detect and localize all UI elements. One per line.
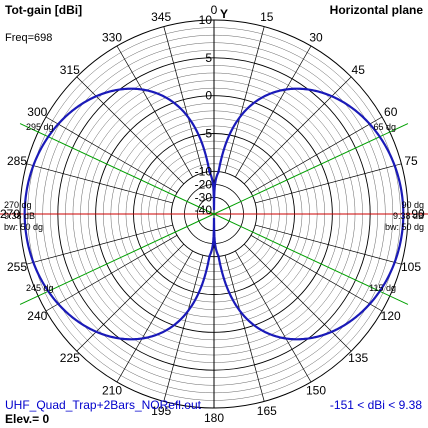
beamwidth-line-245: [19, 213, 215, 305]
angle-label-180: 180: [204, 411, 224, 425]
radial-tick-5: 5: [205, 51, 212, 65]
angle-label-75: 75: [404, 154, 418, 168]
angle-label-300: 300: [27, 105, 47, 119]
radial-tick-0: 0: [205, 89, 212, 103]
spoke-30: [235, 45, 312, 178]
angle-label-255: 255: [7, 260, 27, 274]
left-max-annotation-1: 9.38 dB: [4, 211, 35, 221]
spoke-75: [255, 163, 402, 204]
angle-label-0: 0: [211, 3, 218, 17]
angle-label-225: 225: [60, 351, 80, 365]
spoke-60: [250, 116, 383, 193]
angle-label-330: 330: [102, 30, 122, 44]
pattern-curve: [23, 87, 405, 341]
spoke-210: [116, 250, 193, 383]
angle-label-165: 165: [257, 404, 277, 418]
right-max-annotation-2: bw: 50 dg: [385, 222, 424, 232]
spoke-315: [76, 76, 185, 185]
beamwidth-label-0: 65 dg: [373, 122, 396, 132]
spoke-330: [116, 45, 193, 178]
angle-label-135: 135: [348, 351, 368, 365]
filename-label: UHF_Quad_Trap+2Bars_NORefl.out: [5, 398, 201, 412]
radial-tick--5: -5: [201, 127, 212, 141]
chart-title-left: Tot-gain [dBi]: [5, 3, 83, 17]
angle-label-240: 240: [27, 309, 47, 323]
radial-axis-label: Y: [220, 7, 228, 21]
angle-label-105: 105: [401, 260, 421, 274]
angle-label-90: 90: [411, 207, 425, 221]
radial-tick--40: -40: [195, 203, 213, 217]
spoke-120: [250, 235, 383, 312]
beamwidth-label-2: 245 dg: [26, 283, 54, 293]
chart-title-right: Horizontal plane: [329, 3, 423, 17]
spoke-150: [235, 250, 312, 383]
angle-label-345: 345: [151, 10, 171, 24]
angle-label-195: 195: [151, 404, 171, 418]
radial-tick-10: 10: [199, 13, 213, 27]
spoke-255: [26, 224, 173, 265]
gain-range-label: -151 < dBi < 9.38: [329, 398, 422, 412]
spoke-15: [224, 26, 265, 173]
beamwidth-label-3: 295 dg: [26, 122, 54, 132]
spoke-300: [45, 116, 178, 193]
spoke-345: [163, 26, 204, 173]
angle-label-45: 45: [352, 63, 366, 77]
angle-label-30: 30: [309, 30, 323, 44]
right-max-annotation-0: 90 dg: [401, 200, 424, 210]
radial-tick--20: -20: [195, 178, 213, 192]
angle-label-285: 285: [7, 154, 27, 168]
spoke-225: [76, 243, 185, 352]
left-max-annotation-0: 270 dg: [4, 200, 32, 210]
angle-label-270: 270: [0, 207, 20, 221]
beamwidth-line-65: [213, 123, 409, 215]
elevation-label: Elev.= 0: [5, 412, 50, 426]
spoke-135: [243, 243, 352, 352]
beamwidth-line-295: [19, 123, 215, 215]
angle-label-150: 150: [306, 384, 326, 398]
angle-label-60: 60: [384, 105, 398, 119]
spoke-45: [243, 76, 352, 185]
beamwidth-label-1: 115 dg: [369, 283, 396, 293]
radial-tick--10: -10: [195, 164, 213, 178]
spoke-240: [45, 235, 178, 312]
spoke-195: [163, 255, 204, 402]
radial-tick--30: -30: [195, 190, 213, 204]
beamwidth-line-115: [213, 213, 409, 305]
frequency-label: Freq=698: [5, 32, 53, 44]
angle-label-315: 315: [60, 63, 80, 77]
right-max-annotation-1: 9.38 dB: [393, 211, 424, 221]
angle-label-120: 120: [381, 309, 401, 323]
spoke-165: [224, 255, 265, 402]
angle-label-15: 15: [260, 10, 274, 24]
spoke-105: [255, 224, 402, 265]
angle-label-210: 210: [102, 384, 122, 398]
left-max-annotation-2: bw: 50 dg: [4, 222, 43, 232]
spoke-285: [26, 163, 173, 204]
